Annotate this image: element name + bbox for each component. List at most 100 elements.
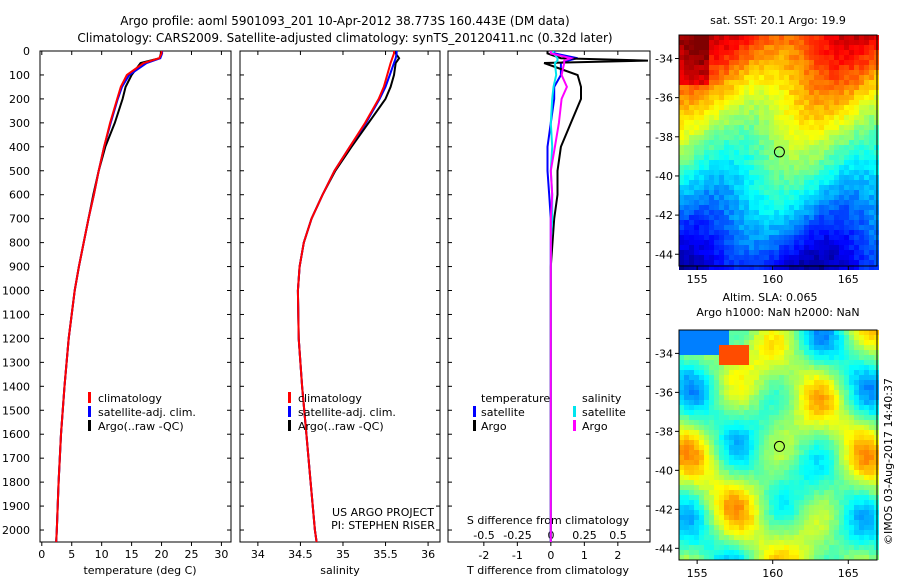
heatmap-cell xyxy=(839,115,844,120)
heatmap-cell xyxy=(684,410,689,415)
heatmap-cell xyxy=(709,450,714,455)
heatmap-cell xyxy=(774,135,779,140)
heatmap-cell xyxy=(809,340,814,345)
heatmap-cell xyxy=(804,65,809,70)
heatmap-cell xyxy=(784,525,789,530)
heatmap-cell xyxy=(814,410,819,415)
heatmap-cell xyxy=(744,155,749,160)
heatmap-cell xyxy=(739,225,744,230)
heatmap-cell xyxy=(784,165,789,170)
heatmap-cell xyxy=(774,185,779,190)
heatmap-cell xyxy=(754,400,759,405)
heatmap-cell xyxy=(799,145,804,150)
x-tick-label: 35.5 xyxy=(373,548,398,561)
heatmap-cell xyxy=(764,235,769,240)
heatmap-cell xyxy=(859,335,864,340)
heatmap-cell xyxy=(739,520,744,525)
heatmap-cell xyxy=(794,260,799,265)
heatmap-cell xyxy=(864,160,869,165)
heatmap-cell xyxy=(694,160,699,165)
heatmap-cell xyxy=(729,115,734,120)
heatmap-cell xyxy=(759,550,764,555)
heatmap-cell xyxy=(864,410,869,415)
heatmap-cell xyxy=(764,85,769,90)
heatmap-cell xyxy=(859,355,864,360)
heatmap-cell xyxy=(719,420,724,425)
heatmap-cell xyxy=(784,185,789,190)
heatmap-cell xyxy=(679,215,684,220)
heatmap-cell xyxy=(749,220,754,225)
x-tick-label: 30 xyxy=(214,548,228,561)
heatmap-cell xyxy=(824,500,829,505)
heatmap-cell xyxy=(754,180,759,185)
heatmap-cell xyxy=(819,50,824,55)
heatmap-cell xyxy=(734,140,739,145)
heatmap-cell xyxy=(699,430,704,435)
heatmap-cell xyxy=(744,335,749,340)
heatmap-cell xyxy=(789,120,794,125)
heatmap-cell xyxy=(709,330,714,335)
heatmap-cell xyxy=(759,105,764,110)
heatmap-cell xyxy=(724,130,729,135)
heatmap-cell xyxy=(844,415,849,420)
heatmap-cell xyxy=(849,455,854,460)
heatmap-cell xyxy=(784,205,789,210)
heatmap-cell xyxy=(734,485,739,490)
heatmap-cell xyxy=(714,545,719,550)
heatmap-cell xyxy=(859,515,864,520)
heatmap-cell xyxy=(719,450,724,455)
heatmap-cell xyxy=(749,260,754,265)
heatmap-cell xyxy=(859,350,864,355)
heatmap-cell xyxy=(709,540,714,545)
heatmap-cell xyxy=(844,235,849,240)
heatmap-cell xyxy=(789,110,794,115)
heatmap-cell xyxy=(779,550,784,555)
heatmap-cell xyxy=(734,115,739,120)
heatmap-cell xyxy=(809,85,814,90)
heatmap-cell xyxy=(829,540,834,545)
heatmap-cell xyxy=(739,235,744,240)
heatmap-cell xyxy=(849,135,854,140)
heatmap-cell xyxy=(754,360,759,365)
heatmap-cell xyxy=(684,330,689,335)
legend-swatch xyxy=(88,420,91,431)
heatmap-cell xyxy=(854,165,859,170)
heatmap-cell xyxy=(709,160,714,165)
heatmap-cell xyxy=(764,375,769,380)
heatmap-cell xyxy=(799,550,804,555)
heatmap-cell xyxy=(684,440,689,445)
heatmap-cell xyxy=(694,500,699,505)
heatmap-cell xyxy=(734,90,739,95)
heatmap-cell xyxy=(829,115,834,120)
x-tick-label: 0 xyxy=(547,549,554,562)
heatmap-cell xyxy=(799,55,804,60)
heatmap-cell xyxy=(714,205,719,210)
heatmap-cell xyxy=(759,85,764,90)
heatmap-cell xyxy=(724,415,729,420)
heatmap-cell xyxy=(804,45,809,50)
heatmap-cell xyxy=(764,205,769,210)
heatmap-cell xyxy=(729,130,734,135)
heatmap-cell xyxy=(684,175,689,180)
heatmap-cell xyxy=(709,390,714,395)
heatmap-cell xyxy=(849,355,854,360)
heatmap-cell xyxy=(819,515,824,520)
heatmap-cell xyxy=(759,555,764,560)
heatmap-cell xyxy=(709,460,714,465)
heatmap-cell xyxy=(819,335,824,340)
heatmap-cell xyxy=(684,115,689,120)
heatmap-cell xyxy=(779,190,784,195)
heatmap-cell xyxy=(849,205,854,210)
heatmap-cell xyxy=(809,40,814,45)
heatmap-cell xyxy=(719,455,724,460)
heatmap-cell xyxy=(864,115,869,120)
heatmap-cell xyxy=(859,200,864,205)
heatmap-cell xyxy=(849,235,854,240)
heatmap-cell xyxy=(684,95,689,100)
heatmap-cell xyxy=(814,420,819,425)
heatmap-cell xyxy=(759,155,764,160)
heatmap-cell xyxy=(799,215,804,220)
heatmap-cell xyxy=(829,50,834,55)
heatmap-cell xyxy=(794,445,799,450)
heatmap-cell xyxy=(734,475,739,480)
